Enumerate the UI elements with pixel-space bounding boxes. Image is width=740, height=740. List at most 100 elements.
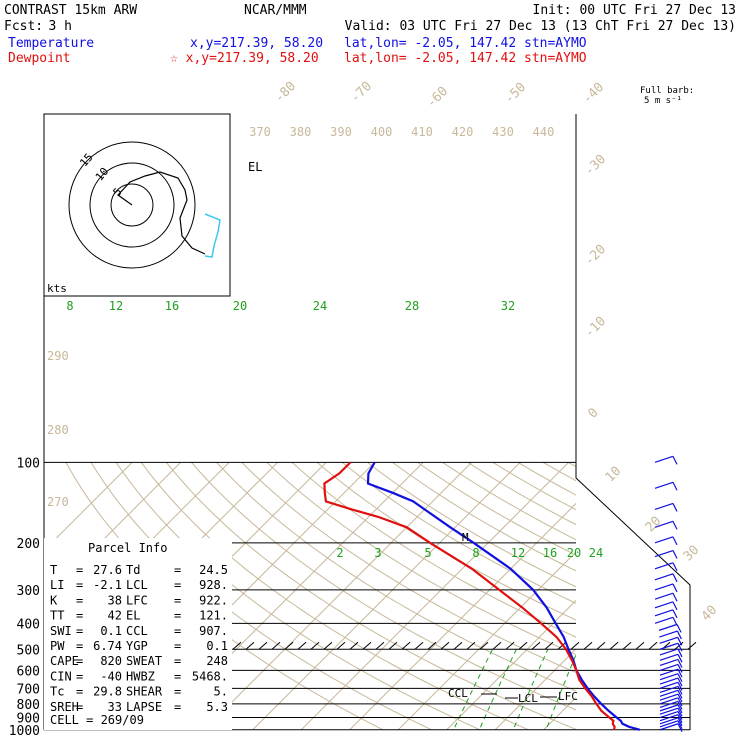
mixing-ratio-label: 12 — [511, 546, 525, 560]
hatch-mark — [310, 641, 320, 650]
hatch-mark — [505, 641, 515, 650]
dry-adiabat-line — [166, 462, 576, 730]
wind-barb — [654, 583, 674, 591]
dry-adiabat-line — [216, 462, 576, 692]
hatch-mark — [440, 641, 450, 650]
wind-barb — [659, 723, 679, 731]
theta-label: 430 — [492, 125, 514, 139]
annotation-ccl: CCL — [448, 687, 468, 700]
parcel-eq: = — [174, 700, 181, 714]
wind-barb — [654, 609, 674, 617]
hodograph-ring-15 — [68, 141, 196, 269]
parcel-key: YGP — [126, 639, 148, 653]
parcel-value: 5.3 — [206, 700, 228, 714]
annotation-el: EL — [248, 160, 262, 174]
isotherm-line — [684, 462, 740, 735]
theta-label: 380 — [290, 125, 312, 139]
wind-barb-flag — [677, 701, 683, 710]
fcst-label: Fcst: — [4, 19, 43, 34]
wind-barb-flag — [672, 456, 678, 465]
mixing-ratio-line — [628, 649, 655, 735]
barb-legend-line1: Full barb: — [640, 86, 694, 96]
wind-barb-flag — [672, 550, 678, 559]
hatch-mark — [401, 641, 411, 650]
hodograph-trace-highlight — [204, 213, 221, 258]
isotherm-label: -50 — [502, 80, 529, 107]
mixing-ratio-label: 20 — [233, 299, 247, 313]
hatch-mark — [518, 641, 528, 650]
parcel-value: 820 — [100, 654, 122, 668]
isotherm-line — [732, 462, 740, 735]
wind-barb — [658, 623, 678, 631]
wind-barb-flag — [677, 720, 683, 730]
isotherm-line — [587, 462, 740, 735]
wind-barb — [654, 573, 674, 581]
mixing-ratio-line — [452, 649, 494, 730]
parcel-value: 27.6 — [93, 563, 122, 577]
diagram-right-edge — [575, 114, 691, 730]
isotherm-line — [300, 461, 570, 730]
pressure-label: 300 — [17, 584, 40, 599]
hatch-mark — [336, 641, 346, 650]
isotherm-line — [251, 461, 521, 730]
dry-adiabat-line — [517, 461, 576, 496]
mixing-ratio-label: 2 — [336, 546, 343, 560]
wind-barb — [654, 562, 674, 570]
parcel-cell-label: CELL = 269/09 — [50, 713, 144, 727]
wind-barb-flag — [676, 630, 682, 640]
theta-label: 390 — [330, 125, 352, 139]
mixing-ratio-label: 32 — [501, 299, 515, 313]
hatch-mark — [323, 641, 333, 650]
parcel-key: EL — [126, 609, 140, 623]
hatch-mark — [648, 641, 658, 650]
theta-labels: 370 380 390 400 410 420 430 440 290 280 270 — [47, 125, 554, 509]
dry-adiabat-line — [367, 462, 576, 588]
wind-barb-flag — [677, 682, 683, 691]
dry-adiabat-line — [291, 462, 576, 638]
wind-barb — [659, 720, 679, 728]
hatch-mark — [531, 641, 541, 650]
isotherm-label: 30 — [681, 543, 703, 565]
wind-barb-flag — [677, 697, 683, 707]
annotation-lfc: LFC — [558, 690, 578, 703]
wind-barb — [659, 714, 679, 722]
theta-label: 400 — [371, 125, 393, 139]
wind-barb-flag — [677, 664, 683, 673]
wind-barb-flag — [672, 573, 678, 583]
wind-barb-flag — [677, 711, 683, 720]
isotherm-line — [44, 461, 133, 552]
hatch-mark — [466, 641, 476, 650]
fcst-value: 3 h — [49, 19, 72, 34]
parcel-key: LAPSE — [126, 700, 162, 714]
parcel-value: -40 — [100, 669, 122, 683]
hatch-mark — [596, 641, 606, 650]
mixing-ratio-label: 24 — [313, 299, 327, 313]
parcel-key: LI — [50, 578, 64, 592]
pressure-label: 800 — [17, 698, 40, 713]
parcel-info-title: Parcel Info — [88, 541, 167, 555]
hodograph-ring-10 — [89, 162, 175, 248]
wind-barb — [659, 636, 678, 644]
hatch-mark — [232, 641, 242, 650]
wind-barb — [659, 704, 679, 712]
parcel-eq: = — [76, 685, 83, 699]
barb-legend-line2: 5 m s⁻¹ — [644, 96, 682, 106]
parcel-value: 922. — [199, 593, 228, 607]
wind-barb-flag — [672, 609, 678, 619]
hatch-mark — [375, 641, 385, 650]
hodograph-frame — [43, 113, 231, 297]
parcel-value: 42 — [108, 609, 122, 623]
wind-barb-flag — [677, 677, 683, 687]
parcel-eq: = — [76, 593, 83, 607]
wind-barb — [659, 663, 679, 671]
wind-barb-flag — [677, 654, 683, 663]
parcel-key: CIN — [50, 669, 72, 683]
parcel-key: SWI — [50, 624, 72, 638]
parcel-eq: = — [76, 669, 83, 683]
parcel-info-bg — [44, 538, 232, 730]
parcel-value: 24.5 — [199, 563, 228, 577]
pressure-label: 100 — [17, 456, 40, 471]
parcel-eq: = — [76, 578, 83, 592]
mixing-ratio-label: 28 — [405, 299, 419, 313]
